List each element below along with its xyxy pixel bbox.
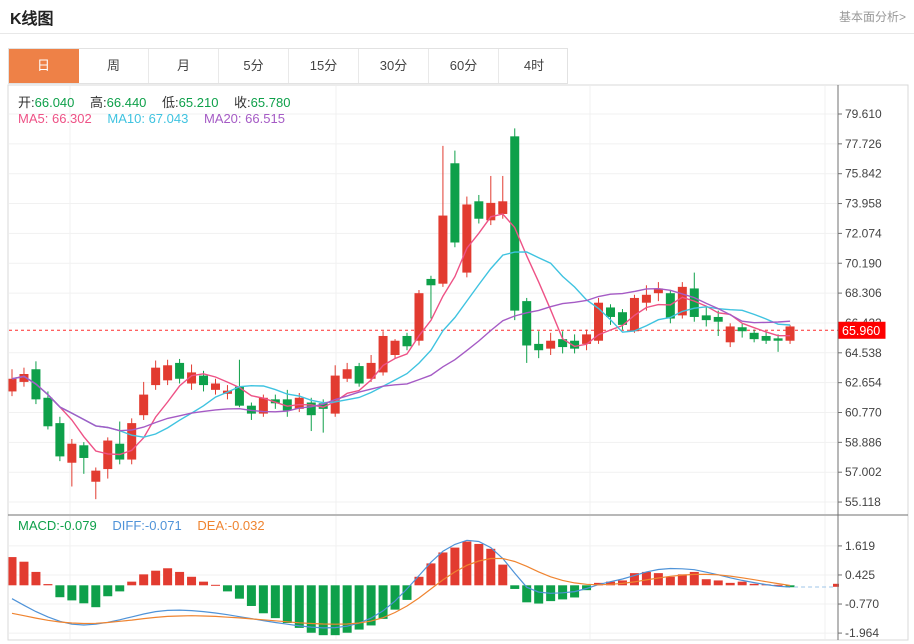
current-price-marker: 65.960 bbox=[838, 321, 886, 339]
ma5-value: 66.302 bbox=[51, 111, 92, 126]
svg-text:0.425: 0.425 bbox=[845, 568, 875, 582]
dea-value: -0.032 bbox=[227, 518, 265, 533]
svg-text:73.958: 73.958 bbox=[845, 197, 882, 211]
open-label: 开: bbox=[18, 95, 35, 110]
svg-text:55.118: 55.118 bbox=[845, 495, 881, 509]
ma20-label: MA20: bbox=[203, 111, 242, 126]
low-label: 低: bbox=[162, 95, 179, 110]
high-value: 66.440 bbox=[106, 95, 147, 110]
dea-label: DEA: bbox=[197, 518, 228, 533]
low-value: 65.210 bbox=[178, 95, 219, 110]
open-value: 66.040 bbox=[34, 95, 75, 110]
macd-axis-marker bbox=[833, 583, 839, 587]
ma20-line bbox=[11, 287, 791, 432]
ma5-line bbox=[11, 213, 791, 456]
fundamental-analysis-link[interactable]: 基本面分析> bbox=[838, 10, 906, 24]
chart-frame bbox=[7, 84, 909, 641]
ma5-label: MA5: bbox=[18, 111, 49, 126]
svg-text:-1.964: -1.964 bbox=[845, 626, 879, 640]
svg-text:1.619: 1.619 bbox=[845, 539, 875, 553]
header-divider bbox=[0, 33, 914, 34]
svg-text:70.190: 70.190 bbox=[845, 256, 882, 270]
svg-text:77.726: 77.726 bbox=[845, 137, 882, 151]
vertical-gridlines bbox=[69, 86, 826, 639]
svg-text:58.886: 58.886 bbox=[845, 435, 882, 449]
svg-text:75.842: 75.842 bbox=[845, 167, 882, 181]
svg-text:72.074: 72.074 bbox=[845, 226, 882, 240]
svg-text:65.960: 65.960 bbox=[842, 324, 880, 338]
ma20-value: 66.515 bbox=[245, 111, 285, 126]
ma10-value: 67.043 bbox=[148, 111, 189, 126]
svg-text:68.306: 68.306 bbox=[845, 286, 882, 300]
diff-label: DIFF: bbox=[112, 518, 145, 533]
high-label: 高: bbox=[90, 95, 107, 110]
price-grid-and-axis: 79.610 77.726 75.842 73.958 72.074 70.190 68.3… bbox=[9, 107, 882, 509]
tab-interval-6[interactable]: 30分 bbox=[359, 49, 429, 83]
svg-text:60.770: 60.770 bbox=[845, 406, 882, 420]
svg-text:62.654: 62.654 bbox=[845, 376, 882, 390]
tab-interval-2[interactable]: 周 bbox=[79, 49, 149, 83]
close-label: 收: bbox=[234, 95, 251, 110]
ma10-line bbox=[11, 251, 791, 438]
diff-line bbox=[11, 539, 791, 629]
tab-interval-5[interactable]: 15分 bbox=[289, 49, 359, 83]
svg-text:64.538: 64.538 bbox=[845, 346, 882, 360]
ohlc-legend: 开:66.040 高:66.440 低:65.210 收:65.780 bbox=[18, 92, 290, 111]
svg-text:-0.770: -0.770 bbox=[845, 597, 879, 611]
tab-interval-4[interactable]: 5分 bbox=[219, 49, 289, 83]
close-value: 65.780 bbox=[250, 95, 291, 110]
macd-histogram bbox=[7, 541, 795, 636]
diff-value: -0.071 bbox=[144, 518, 182, 533]
tab-interval-7[interactable]: 60分 bbox=[429, 49, 499, 83]
svg-text:79.610: 79.610 bbox=[845, 107, 882, 121]
svg-text:57.002: 57.002 bbox=[845, 465, 882, 479]
tab-interval-3[interactable]: 月 bbox=[149, 49, 219, 83]
tab-interval-8[interactable]: 4时 bbox=[523, 58, 545, 73]
macd-legend: MACD:-0.079 DIFF:-0.071 DEA:-0.032 bbox=[18, 518, 265, 533]
tab-interval-1[interactable]: 日 bbox=[9, 49, 79, 83]
ma-legend: MA5: 66.302 MA10: 67.043 MA20: 66.515 bbox=[18, 111, 285, 126]
page-title: K线图 bbox=[10, 11, 54, 28]
interval-tabbar: 日周月 5分 15分 30分 60分 4时 bbox=[8, 48, 568, 84]
macd-value: -0.079 bbox=[59, 518, 97, 533]
macd-label: MACD: bbox=[18, 518, 60, 533]
ma10-label: MA10: bbox=[107, 111, 145, 126]
dea-line bbox=[11, 557, 791, 625]
